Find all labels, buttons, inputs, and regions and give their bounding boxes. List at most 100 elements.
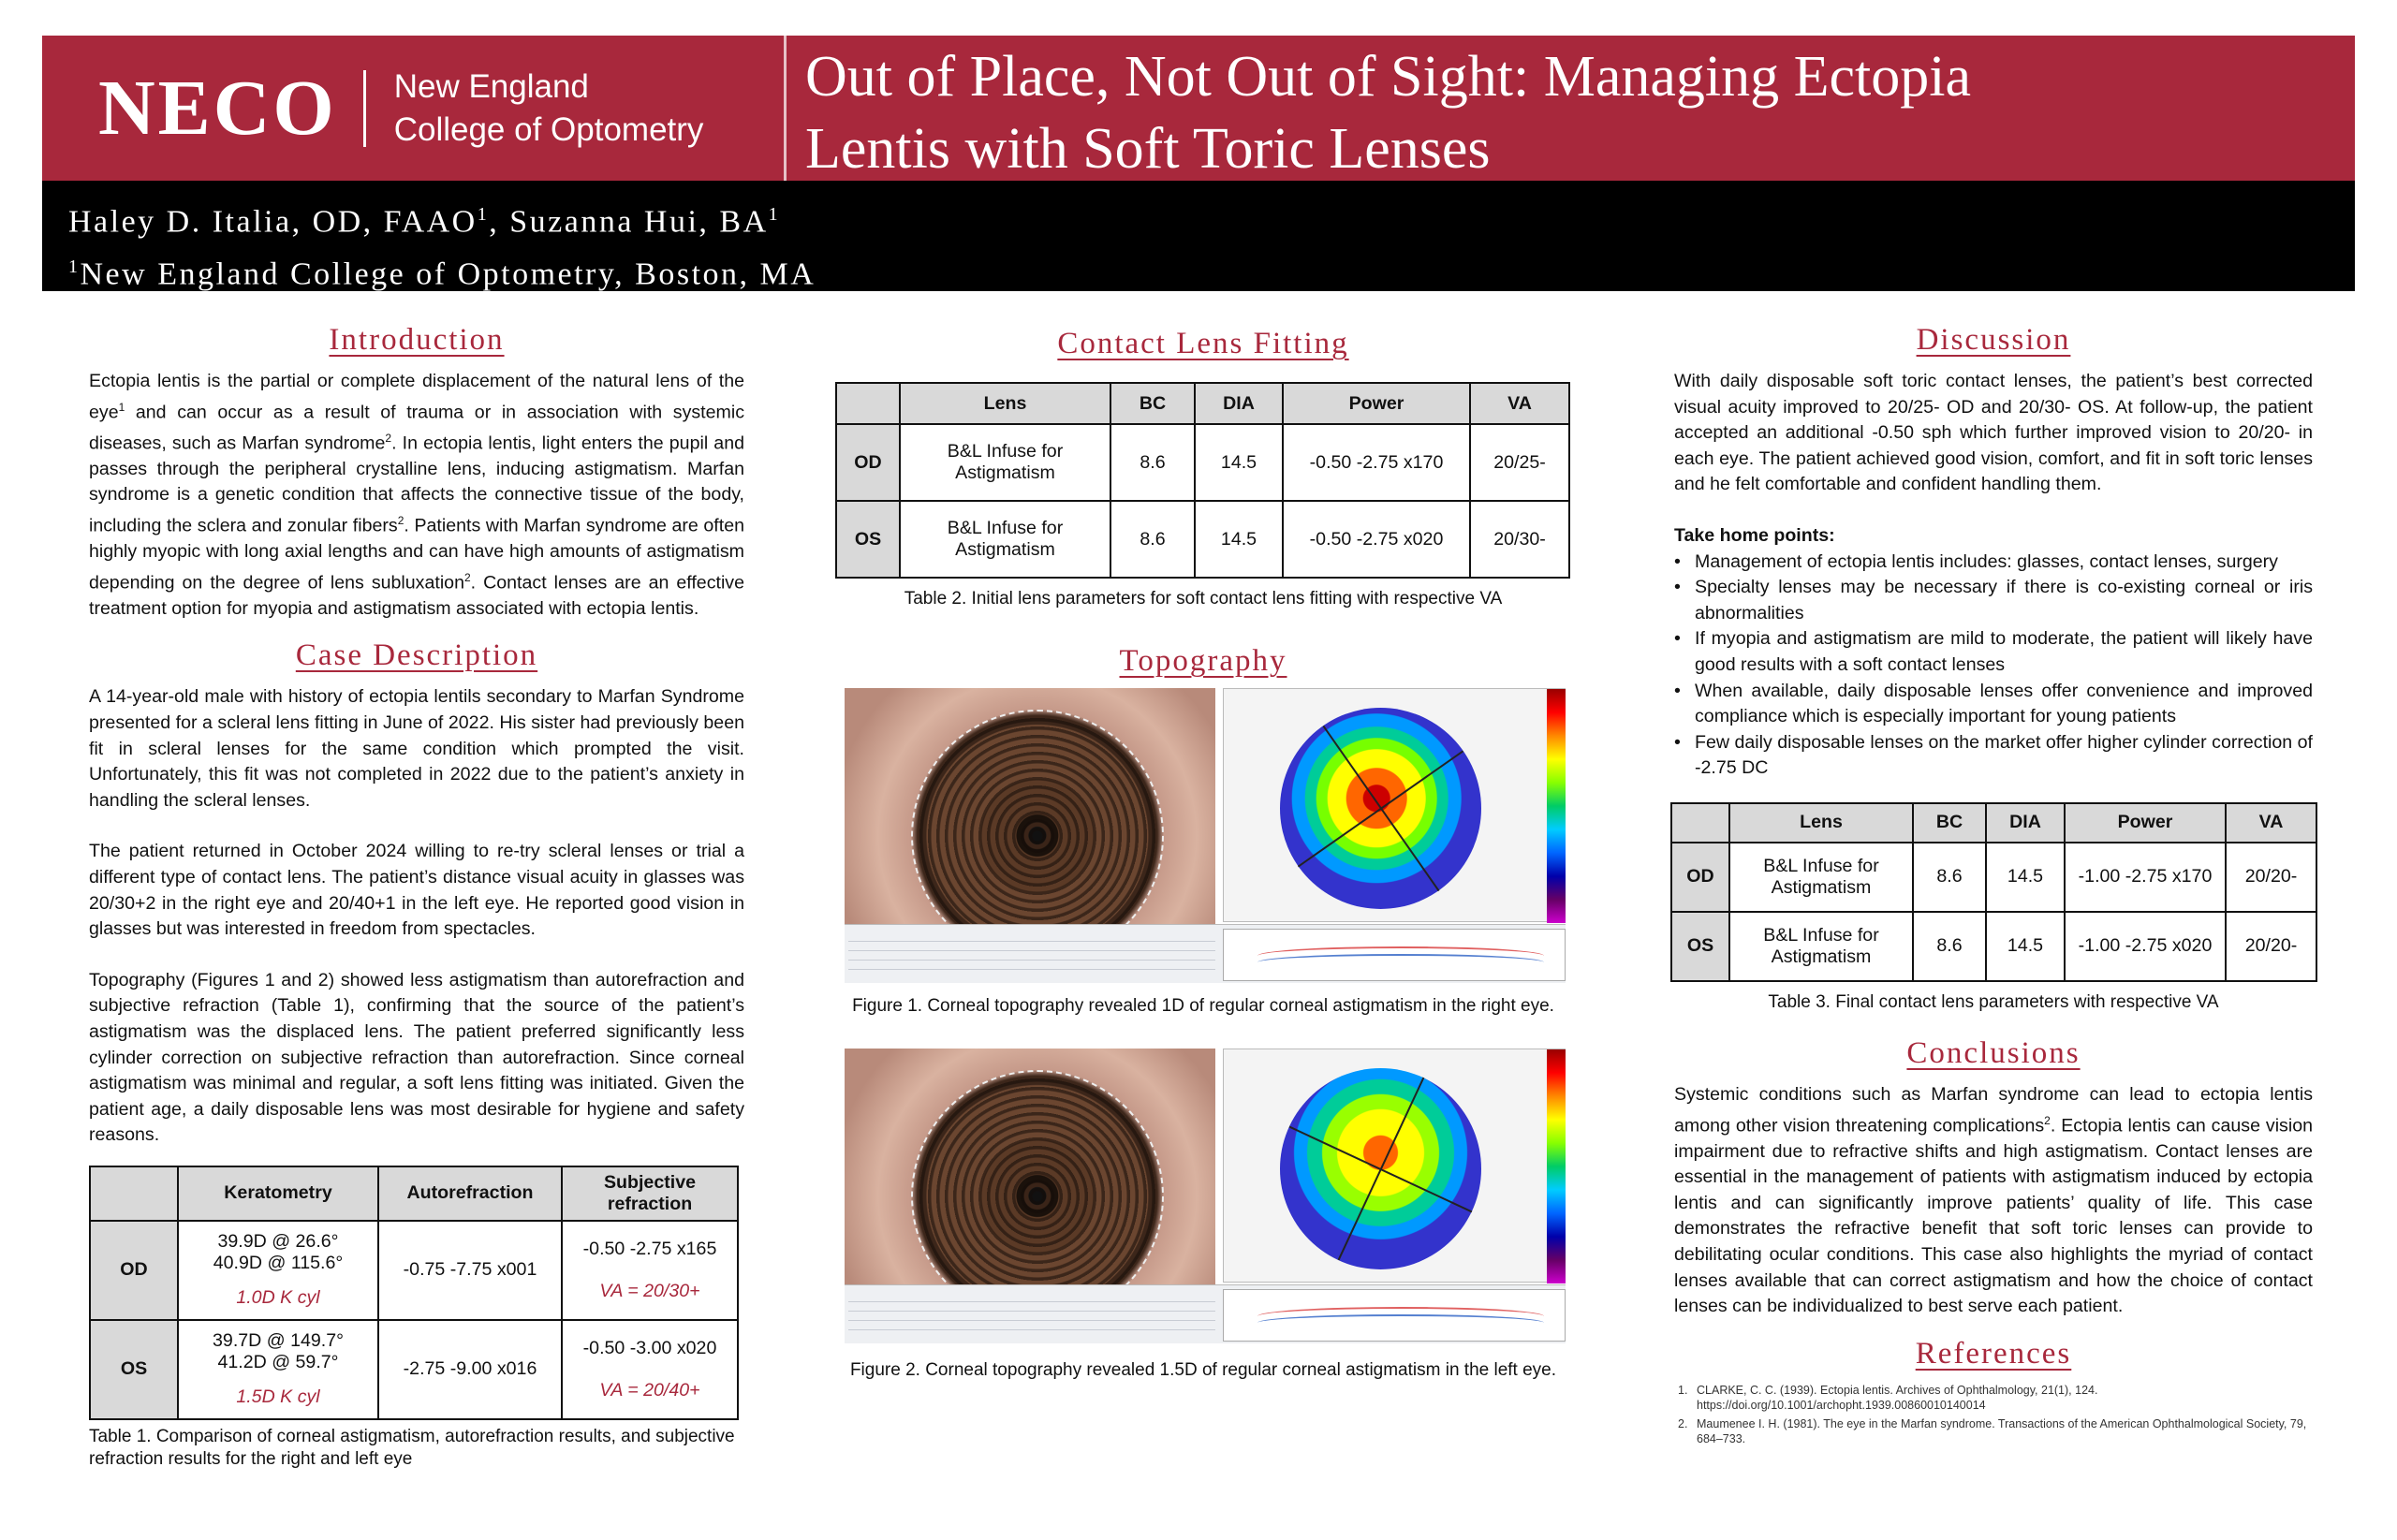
author-2: , Suzanna Hui, BA: [489, 204, 769, 240]
table2-od-bc: 8.6: [1110, 423, 1196, 502]
topography-data-panel: [845, 1284, 1566, 1343]
table2-os-power: -0.50 -2.75 x020: [1282, 500, 1471, 579]
table3-header-lens: Lens: [1728, 801, 1914, 843]
table2-os-eye: OS: [835, 500, 901, 579]
logo-sub-line1: New England: [393, 67, 589, 105]
table1-os-subjective: -0.50 -3.00 x020 VA = 20/40+: [561, 1318, 739, 1420]
table2-header-va: VA: [1469, 382, 1570, 425]
topography-map-right: [1223, 688, 1566, 923]
table3-od-va: 20/20-: [2225, 841, 2317, 913]
table1-od-label: OD: [89, 1219, 179, 1321]
conclusions-text: Systemic conditions such as Marfan syndr…: [1674, 1083, 2313, 1317]
table3-os-va: 20/20-: [2225, 910, 2317, 982]
profile-graph: [1223, 929, 1566, 981]
introduction-title: Introduction: [329, 323, 505, 357]
table2-header-bc: BC: [1110, 382, 1196, 425]
color-scale: [1547, 1049, 1566, 1283]
figure2-caption: Figure 2. Corneal topography revealed 1.…: [849, 1360, 1557, 1380]
discussion-text: With daily disposable soft toric contact…: [1674, 371, 2313, 495]
table1-od-keratometry: 39.9D @ 26.6° 40.9D @ 115.6° 1.0D K cyl: [177, 1219, 379, 1321]
list-item: 1. CLARKE, C. C. (1939). Ectopia lentis. …: [1678, 1383, 2098, 1412]
contact-lens-fitting-title: Contact Lens Fitting: [1057, 327, 1349, 360]
title-line1: Out of Place, Not Out of Sight: Managing…: [805, 45, 1971, 109]
table2-os-va: 20/30-: [1469, 500, 1570, 579]
table-row: OS B&L Infuse for Astigmatism 8.6 14.5 -…: [1670, 910, 2317, 982]
references-list: 1. CLARKE, C. C. (1939). Ectopia lentis. …: [1674, 1383, 2313, 1446]
case-description-title: Case Description: [295, 638, 538, 673]
affiliation: New England College of Optometry, Boston…: [80, 257, 816, 292]
introduction-text: Ectopia lentis is the partial or complet…: [89, 371, 744, 619]
table1-header-autorefraction: Autorefraction: [377, 1165, 563, 1222]
table2-os-bc: 8.6: [1110, 500, 1196, 579]
table3-os-lens: B&L Infuse for Astigmatism: [1728, 910, 1914, 982]
logo-sub-line2: College of Optometry: [393, 110, 704, 148]
table3-os-eye: OS: [1670, 910, 1730, 982]
table3-header-bc: BC: [1912, 801, 1987, 843]
logo-divider: [362, 69, 366, 147]
author-1: Haley D. Italia, OD, FAAO: [68, 204, 478, 240]
column-middle: Contact Lens Fitting Lens BC DIA Power V…: [833, 323, 1573, 1404]
title-line2: Lentis with Soft Toric Lenses: [805, 117, 1491, 181]
table2-os-dia: 14.5: [1194, 500, 1284, 579]
table-row: OS B&L Infuse for Astigmatism 8.6 14.5 -…: [835, 500, 1570, 579]
table-2: Lens BC DIA Power VA OD B&L Infuse for A…: [835, 382, 1570, 579]
neco-logo: NECO New England College of Optometry: [98, 64, 703, 153]
table-row: OD B&L Infuse for Astigmatism 8.6 14.5 -…: [1670, 841, 2317, 913]
table3-od-power: -1.00 -2.75 x170: [2064, 841, 2227, 913]
topography-data-panel: [845, 924, 1566, 983]
table3-od-dia: 14.5: [1985, 841, 2066, 913]
logo-wordmark: NECO: [98, 65, 337, 152]
table3-caption: Table 3. Final contact lens parameters w…: [1768, 991, 2219, 1012]
take-home-list: Management of ectopia lentis includes: g…: [1674, 550, 2313, 782]
list-item: Management of ectopia lentis includes: g…: [1674, 550, 2313, 576]
affiliation-sup: 1: [68, 257, 81, 278]
poster-title: Out of Place, Not Out of Sight: Managing…: [805, 41, 2341, 185]
table3-od-eye: OD: [1670, 841, 1730, 913]
table-1: Keratometry Autorefraction Subjective re…: [89, 1165, 739, 1420]
author-block: Haley D. Italia, OD, FAAO1, Suzanna Hui,…: [68, 192, 816, 298]
table-row: OD 39.9D @ 26.6° 40.9D @ 115.6° 1.0D K c…: [89, 1219, 739, 1321]
table-3: Lens BC DIA Power VA OD B&L Infuse for A…: [1670, 801, 2317, 982]
table3-os-dia: 14.5: [1985, 910, 2066, 982]
table3-header-empty: [1670, 801, 1730, 843]
take-home-title: Take home points:: [1674, 524, 1835, 546]
table1-od-subjective: -0.50 -2.75 x165 VA = 20/30+: [561, 1219, 739, 1321]
case-paragraph-2: The patient returned in October 2024 wil…: [89, 841, 744, 940]
list-item: If myopia and astigmatism are mild to mo…: [1674, 626, 2313, 678]
author-2-sup: 1: [768, 204, 781, 225]
table2-od-power: -0.50 -2.75 x170: [1282, 423, 1471, 502]
header-divider: [784, 36, 787, 181]
discussion-title: Discussion: [1916, 323, 2071, 357]
author-banner: Haley D. Italia, OD, FAAO1, Suzanna Hui,…: [42, 181, 2355, 292]
table2-od-va: 20/25-: [1469, 423, 1570, 502]
references-title: References: [1915, 1336, 2072, 1371]
table2-header-empty: [835, 382, 901, 425]
table2-caption: Table 2. Initial lens parameters for sof…: [904, 589, 1503, 609]
table3-header-dia: DIA: [1985, 801, 2066, 843]
figure1-caption: Figure 1. Corneal topography revealed 1D…: [852, 996, 1554, 1016]
figure-2: Figure 2. Corneal topography revealed 1.…: [833, 1049, 1573, 1404]
table2-header-power: Power: [1282, 382, 1471, 425]
table3-os-power: -1.00 -2.75 x020: [2064, 910, 2227, 982]
table2-header-dia: DIA: [1194, 382, 1284, 425]
table3-header-power: Power: [2064, 801, 2227, 843]
table1-os-label: OS: [89, 1318, 179, 1420]
conclusions-title: Conclusions: [1906, 1035, 2081, 1070]
case-paragraph-3: Topography (Figures 1 and 2) showed less…: [89, 969, 744, 1146]
table1-os-autorefraction: -2.75 -9.00 x016: [377, 1318, 563, 1420]
table1-caption: Table 1. Comparison of corneal astigmati…: [89, 1426, 735, 1469]
table1-od-autorefraction: -0.75 -7.75 x001: [377, 1219, 563, 1321]
list-item: Few daily disposable lenses on the marke…: [1674, 730, 2313, 782]
table2-od-dia: 14.5: [1194, 423, 1284, 502]
profile-graph: [1223, 1289, 1566, 1342]
table3-header-va: VA: [2225, 801, 2317, 843]
case-paragraph-1: A 14-year-old male with history of ectop…: [89, 686, 744, 811]
header-banner: NECO New England College of Optometry Ou…: [42, 36, 2355, 181]
table-row: OS 39.7D @ 149.7° 41.2D @ 59.7° 1.5D K c…: [89, 1318, 739, 1420]
color-scale: [1547, 689, 1566, 923]
table-row: OD B&L Infuse for Astigmatism 8.6 14.5 -…: [835, 423, 1570, 502]
table1-header-empty: [89, 1165, 179, 1222]
table3-os-bc: 8.6: [1912, 910, 1987, 982]
table1-header-keratometry: Keratometry: [177, 1165, 379, 1222]
table2-od-lens: B&L Infuse for Astigmatism: [899, 423, 1111, 502]
